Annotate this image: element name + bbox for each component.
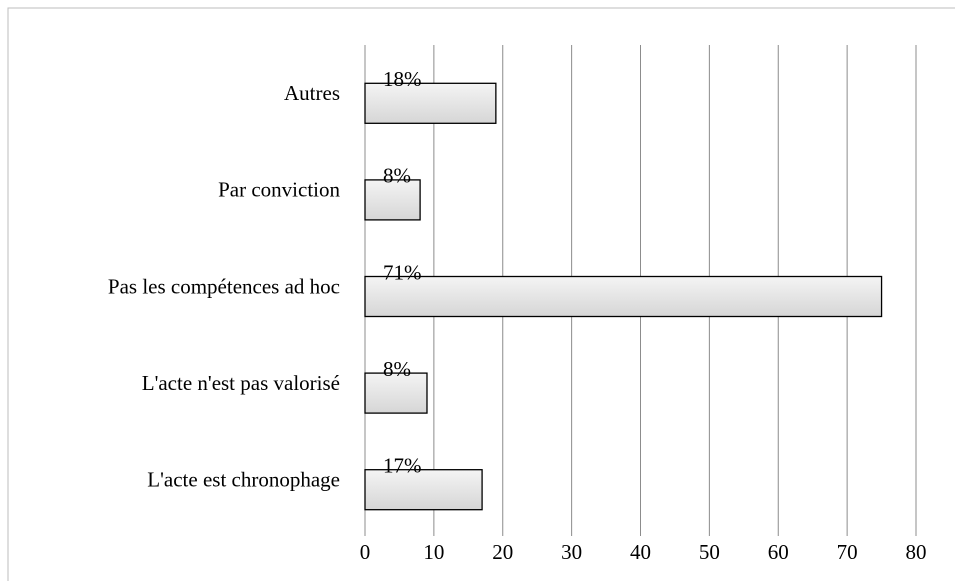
x-tick-label: 20 bbox=[492, 540, 513, 564]
y-tick-label: L'acte n'est pas valorisé bbox=[142, 371, 340, 395]
data-label: 18% bbox=[383, 67, 422, 91]
bar bbox=[364, 179, 421, 221]
bar bbox=[364, 82, 497, 124]
x-tick-label: 30 bbox=[561, 540, 582, 564]
data-label: 8% bbox=[383, 357, 411, 381]
x-tick-label: 70 bbox=[837, 540, 858, 564]
bar bbox=[364, 372, 428, 414]
data-label: 71% bbox=[383, 260, 422, 284]
bar bbox=[364, 469, 483, 511]
x-tick-label: 60 bbox=[768, 540, 789, 564]
x-tick-label: 50 bbox=[699, 540, 720, 564]
x-tick-label: 40 bbox=[630, 540, 651, 564]
x-tick-label: 10 bbox=[423, 540, 444, 564]
data-label: 17% bbox=[383, 454, 422, 478]
chart-frame bbox=[7, 7, 955, 581]
x-tick-label: 0 bbox=[360, 540, 371, 564]
y-tick-label: Par conviction bbox=[218, 178, 340, 202]
y-tick-label: Pas les compétences ad hoc bbox=[108, 274, 340, 298]
bar bbox=[364, 275, 883, 318]
y-tick-label: L'acte est chronophage bbox=[147, 468, 340, 492]
data-label: 8% bbox=[383, 164, 411, 188]
y-tick-label: Autres bbox=[284, 81, 340, 105]
x-tick-label: 80 bbox=[906, 540, 927, 564]
